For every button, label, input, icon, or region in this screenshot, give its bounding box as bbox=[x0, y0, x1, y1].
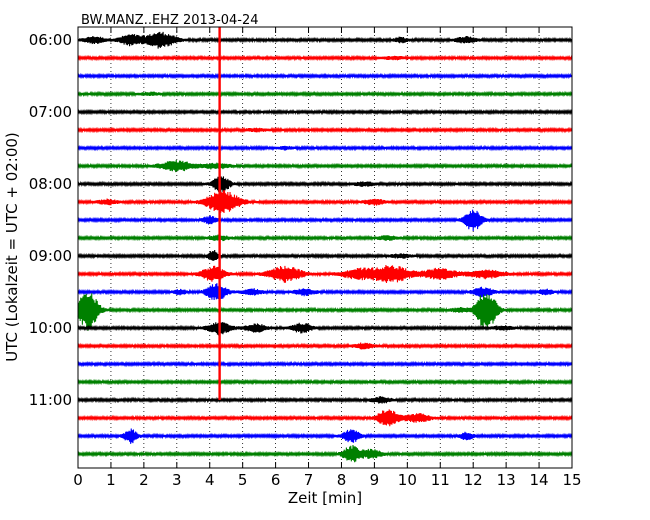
trace-1145 bbox=[77, 445, 573, 463]
y-tick-label-1100: 11:00 bbox=[29, 391, 72, 409]
trace-0730 bbox=[77, 144, 573, 152]
x-tick-label-9: 9 bbox=[370, 471, 380, 489]
chart-title: BW.MANZ..EHZ 2013-04-24 bbox=[81, 13, 259, 28]
y-tick-label-0800: 08:00 bbox=[29, 175, 72, 193]
x-tick-label-8: 8 bbox=[337, 471, 347, 489]
trace-0600 bbox=[77, 31, 573, 49]
x-tick-label-3: 3 bbox=[172, 471, 182, 489]
trace-1045 bbox=[77, 378, 573, 386]
trace-0815 bbox=[77, 190, 573, 214]
trace-0645 bbox=[77, 90, 573, 98]
y-tick-label-0600: 06:00 bbox=[29, 31, 72, 49]
trace-0715 bbox=[77, 126, 573, 134]
trace-0915 bbox=[77, 264, 573, 283]
trace-0900 bbox=[77, 249, 573, 261]
trace-1015 bbox=[77, 342, 573, 350]
x-tick-label-0: 0 bbox=[73, 471, 83, 489]
x-tick-label-4: 4 bbox=[205, 471, 215, 489]
trace-0630 bbox=[77, 72, 573, 80]
x-tick-label-5: 5 bbox=[238, 471, 248, 489]
x-tick-label-7: 7 bbox=[304, 471, 314, 489]
x-tick-label-13: 13 bbox=[497, 471, 516, 489]
y-tick-label-0900: 09:00 bbox=[29, 247, 72, 265]
trace-1130 bbox=[77, 428, 573, 444]
trace-1100 bbox=[77, 396, 573, 404]
vertical-grid bbox=[110, 27, 540, 468]
y-axis-label: UTC (Lokalzeit = UTC + 02:00) bbox=[3, 132, 21, 362]
trace-0615 bbox=[77, 54, 573, 62]
trace-0945 bbox=[77, 293, 573, 331]
trace-0745 bbox=[77, 159, 573, 173]
x-axis-label: Zeit [min] bbox=[288, 489, 362, 507]
x-axis-ticks: 0 1 2 3 4 5 6 7 8 9 10 11 12 13 14 15 bbox=[73, 27, 582, 489]
x-tick-label-14: 14 bbox=[530, 471, 549, 489]
trace-0800 bbox=[77, 176, 573, 194]
y-axis-ticks: 06:00 07:00 08:00 09:00 10:00 11:00 bbox=[29, 31, 572, 409]
x-tick-label-15: 15 bbox=[562, 471, 581, 489]
trace-0830 bbox=[77, 209, 573, 231]
trace-0700 bbox=[77, 108, 573, 116]
x-tick-label-1: 1 bbox=[106, 471, 116, 489]
x-tick-label-12: 12 bbox=[464, 471, 483, 489]
trace-1000 bbox=[77, 322, 573, 336]
trace-1115 bbox=[77, 409, 573, 427]
x-tick-label-2: 2 bbox=[139, 471, 149, 489]
plot-frame bbox=[77, 26, 573, 469]
trace-0845 bbox=[77, 234, 573, 242]
traces bbox=[77, 31, 573, 463]
x-tick-label-11: 11 bbox=[431, 471, 450, 489]
y-tick-label-1000: 10:00 bbox=[29, 319, 72, 337]
y-tick-label-0700: 07:00 bbox=[29, 103, 72, 121]
x-tick-label-6: 6 bbox=[271, 471, 281, 489]
x-tick-label-10: 10 bbox=[398, 471, 417, 489]
trace-1030 bbox=[77, 360, 573, 368]
